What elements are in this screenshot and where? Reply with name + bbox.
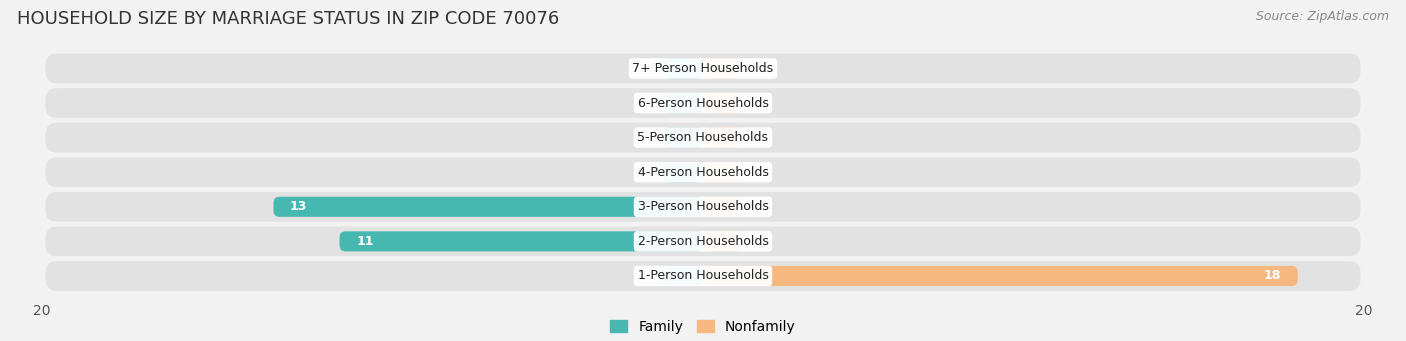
- FancyBboxPatch shape: [664, 266, 703, 286]
- FancyBboxPatch shape: [45, 261, 1361, 291]
- Text: HOUSEHOLD SIZE BY MARRIAGE STATUS IN ZIP CODE 70076: HOUSEHOLD SIZE BY MARRIAGE STATUS IN ZIP…: [17, 10, 560, 28]
- Text: 1-Person Households: 1-Person Households: [637, 269, 769, 282]
- FancyBboxPatch shape: [664, 128, 703, 148]
- Text: 0: 0: [648, 166, 657, 179]
- Text: 11: 11: [356, 235, 374, 248]
- Text: 4-Person Households: 4-Person Households: [637, 166, 769, 179]
- Text: 5-Person Households: 5-Person Households: [637, 131, 769, 144]
- FancyBboxPatch shape: [664, 58, 703, 78]
- FancyBboxPatch shape: [703, 58, 742, 78]
- Text: 3-Person Households: 3-Person Households: [637, 200, 769, 213]
- FancyBboxPatch shape: [45, 226, 1361, 256]
- FancyBboxPatch shape: [45, 192, 1361, 222]
- Text: 2-Person Households: 2-Person Households: [637, 235, 769, 248]
- FancyBboxPatch shape: [273, 197, 703, 217]
- Text: 6-Person Households: 6-Person Households: [637, 97, 769, 109]
- FancyBboxPatch shape: [703, 266, 1298, 286]
- Text: 0: 0: [648, 62, 657, 75]
- Text: 0: 0: [749, 235, 758, 248]
- FancyBboxPatch shape: [45, 123, 1361, 152]
- Text: 0: 0: [648, 269, 657, 282]
- Text: 0: 0: [749, 200, 758, 213]
- FancyBboxPatch shape: [703, 162, 742, 182]
- FancyBboxPatch shape: [703, 231, 742, 251]
- Text: 0: 0: [648, 131, 657, 144]
- Text: 0: 0: [648, 97, 657, 109]
- Text: 0: 0: [749, 62, 758, 75]
- FancyBboxPatch shape: [339, 231, 703, 251]
- FancyBboxPatch shape: [45, 88, 1361, 118]
- Text: 7+ Person Households: 7+ Person Households: [633, 62, 773, 75]
- FancyBboxPatch shape: [664, 93, 703, 113]
- FancyBboxPatch shape: [703, 197, 742, 217]
- Text: 0: 0: [749, 166, 758, 179]
- Legend: Family, Nonfamily: Family, Nonfamily: [605, 314, 801, 340]
- FancyBboxPatch shape: [703, 128, 742, 148]
- Text: 13: 13: [290, 200, 308, 213]
- FancyBboxPatch shape: [45, 54, 1361, 83]
- FancyBboxPatch shape: [664, 162, 703, 182]
- Text: 0: 0: [749, 97, 758, 109]
- Text: 18: 18: [1264, 269, 1281, 282]
- Text: Source: ZipAtlas.com: Source: ZipAtlas.com: [1256, 10, 1389, 23]
- Text: 0: 0: [749, 131, 758, 144]
- FancyBboxPatch shape: [703, 93, 742, 113]
- FancyBboxPatch shape: [45, 157, 1361, 187]
